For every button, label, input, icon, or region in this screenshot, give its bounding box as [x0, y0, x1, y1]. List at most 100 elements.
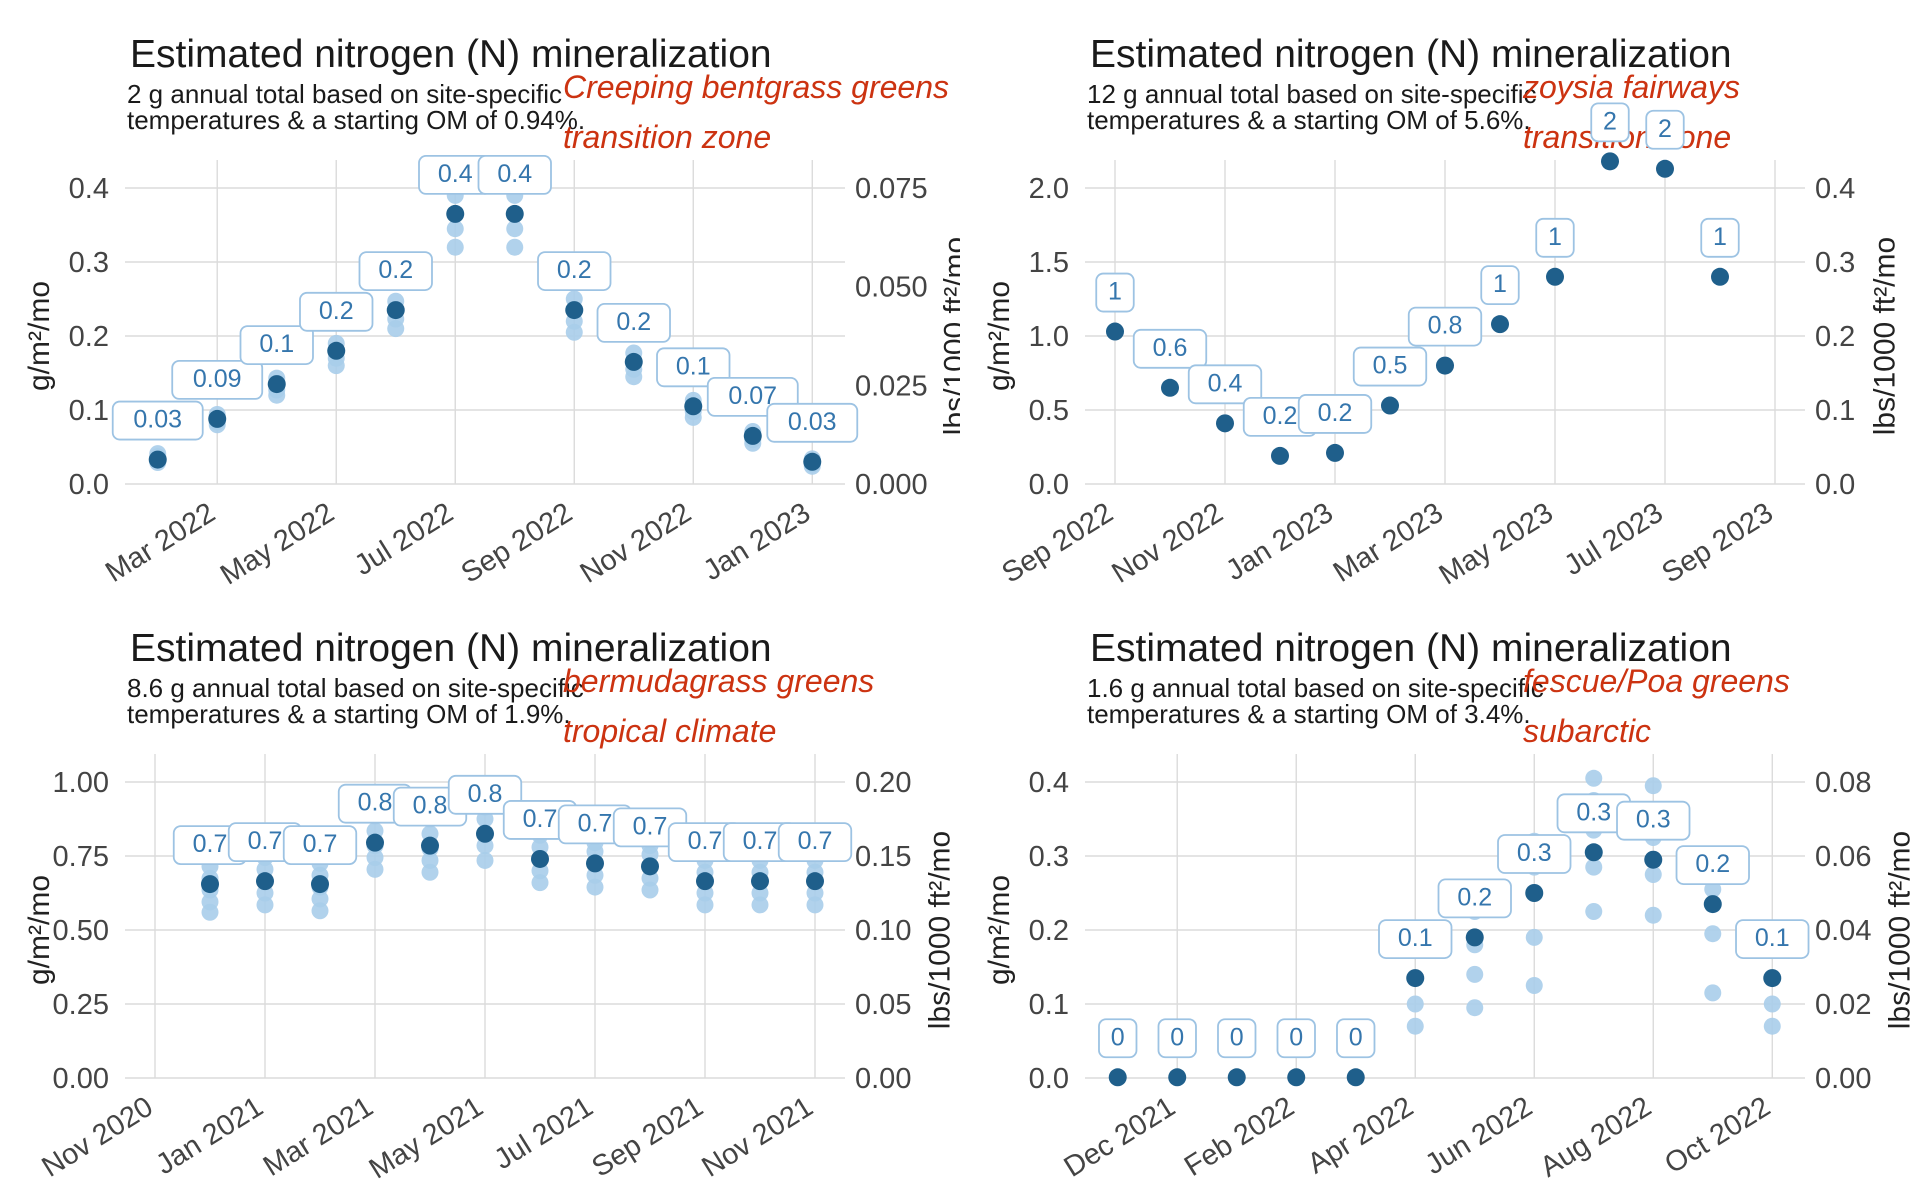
svg-text:0.3: 0.3 [1517, 839, 1552, 867]
svg-text:0.1: 0.1 [1398, 924, 1433, 952]
svg-text:g/m²/mo: g/m²/mo [983, 874, 1016, 984]
svg-text:0.02: 0.02 [1815, 989, 1871, 1021]
svg-text:0.00: 0.00 [1815, 1063, 1871, 1095]
svg-text:0.1: 0.1 [1815, 395, 1855, 427]
svg-text:Creeping bentgrass greens: Creeping bentgrass greens [563, 69, 949, 105]
svg-text:0.10: 0.10 [855, 915, 911, 947]
svg-text:g/m²/mo: g/m²/mo [23, 281, 56, 391]
svg-text:0.50: 0.50 [53, 915, 109, 947]
svg-text:0.00: 0.00 [855, 1063, 911, 1095]
svg-text:1.0: 1.0 [1029, 321, 1069, 353]
svg-text:subarctic: subarctic [1523, 713, 1651, 749]
svg-text:0: 0 [1230, 1023, 1244, 1051]
svg-text:0.8: 0.8 [413, 791, 448, 819]
svg-text:tropical climate: tropical climate [563, 713, 776, 749]
svg-text:2.0: 2.0 [1029, 173, 1069, 205]
svg-text:temperatures & a starting OM o: temperatures & a starting OM of 3.4%. [1087, 699, 1531, 729]
svg-text:0.03: 0.03 [133, 406, 182, 434]
svg-text:0.7: 0.7 [688, 827, 723, 855]
svg-text:0.2: 0.2 [1318, 399, 1353, 427]
svg-text:0.2: 0.2 [1029, 915, 1069, 947]
svg-text:0.2: 0.2 [69, 321, 109, 353]
svg-text:0.5: 0.5 [1373, 352, 1408, 380]
svg-text:0.75: 0.75 [53, 841, 109, 873]
svg-text:1: 1 [1548, 223, 1562, 251]
svg-text:0.3: 0.3 [69, 247, 109, 279]
svg-text:0.4: 0.4 [497, 160, 532, 188]
svg-text:0.2: 0.2 [319, 297, 354, 325]
svg-text:0.0: 0.0 [1029, 1063, 1069, 1095]
svg-text:0.4: 0.4 [69, 173, 109, 205]
svg-text:0.15: 0.15 [855, 841, 911, 873]
svg-text:0.20: 0.20 [855, 767, 911, 799]
svg-text:0.4: 0.4 [1208, 369, 1243, 397]
svg-text:1: 1 [1493, 270, 1507, 298]
svg-text:0.7: 0.7 [633, 812, 668, 840]
svg-text:0.8: 0.8 [358, 788, 393, 816]
svg-text:g/m²/mo: g/m²/mo [23, 874, 56, 984]
svg-text:0.7: 0.7 [523, 804, 558, 832]
svg-text:0.7: 0.7 [743, 827, 778, 855]
svg-text:0.7: 0.7 [248, 827, 283, 855]
svg-text:0: 0 [1289, 1023, 1303, 1051]
svg-text:fescue/Poa greens: fescue/Poa greens [1523, 663, 1790, 699]
svg-text:temperatures & a starting OM o: temperatures & a starting OM of 5.6%. [1087, 105, 1531, 135]
svg-text:0.08: 0.08 [1815, 767, 1871, 799]
svg-text:0.3: 0.3 [1636, 805, 1671, 833]
svg-text:0.3: 0.3 [1576, 798, 1611, 826]
svg-text:0: 0 [1111, 1023, 1125, 1051]
svg-text:0.5: 0.5 [1029, 395, 1069, 427]
svg-text:lbs/1000 ft²/mo: lbs/1000 ft²/mo [1884, 830, 1917, 1028]
svg-text:0.25: 0.25 [53, 989, 109, 1021]
svg-text:0.8: 0.8 [468, 779, 503, 807]
svg-text:0.2: 0.2 [1695, 850, 1730, 878]
svg-text:transition zone: transition zone [563, 119, 771, 155]
svg-text:0.7: 0.7 [578, 809, 613, 837]
svg-text:0.3: 0.3 [1815, 247, 1855, 279]
svg-text:1.5: 1.5 [1029, 247, 1069, 279]
svg-text:0.2: 0.2 [616, 308, 651, 336]
svg-text:0.025: 0.025 [855, 370, 928, 402]
svg-text:0.000: 0.000 [855, 469, 928, 501]
svg-text:0.04: 0.04 [1815, 915, 1871, 947]
svg-text:bermudagrass greens: bermudagrass greens [563, 663, 874, 699]
svg-text:0.2: 0.2 [1815, 321, 1855, 353]
svg-text:0.2: 0.2 [557, 256, 592, 284]
svg-text:0: 0 [1349, 1023, 1363, 1051]
svg-text:0.0: 0.0 [69, 469, 109, 501]
svg-text:0: 0 [1170, 1023, 1184, 1051]
svg-text:temperatures & a starting OM o: temperatures & a starting OM of 1.9%. [127, 699, 571, 729]
svg-text:0.1: 0.1 [676, 352, 711, 380]
svg-text:0.6: 0.6 [1153, 334, 1188, 362]
svg-text:2: 2 [1658, 115, 1672, 143]
svg-text:2: 2 [1603, 107, 1617, 135]
svg-text:g/m²/mo: g/m²/mo [983, 281, 1016, 391]
svg-text:0.4: 0.4 [1029, 767, 1069, 799]
svg-text:0.2: 0.2 [378, 256, 413, 284]
svg-text:1.00: 1.00 [53, 767, 109, 799]
svg-text:0.7: 0.7 [303, 830, 338, 858]
svg-text:0.1: 0.1 [259, 330, 294, 358]
svg-text:0.06: 0.06 [1815, 841, 1871, 873]
svg-text:0.4: 0.4 [1815, 173, 1855, 205]
svg-text:0.0: 0.0 [1029, 469, 1069, 501]
svg-text:0.00: 0.00 [53, 1063, 109, 1095]
svg-text:0.050: 0.050 [855, 272, 928, 304]
svg-text:0.8: 0.8 [1428, 312, 1463, 340]
svg-text:0.1: 0.1 [69, 395, 109, 427]
svg-text:0.2: 0.2 [1457, 883, 1492, 911]
svg-text:0.2: 0.2 [1263, 402, 1298, 430]
svg-text:0.1: 0.1 [1029, 989, 1069, 1021]
svg-text:1: 1 [1713, 223, 1727, 251]
svg-text:0.4: 0.4 [438, 160, 473, 188]
svg-text:0.7: 0.7 [193, 830, 228, 858]
svg-text:temperatures & a starting OM o: temperatures & a starting OM of 0.94%. [127, 105, 585, 135]
svg-text:0.0: 0.0 [1815, 469, 1855, 501]
svg-text:0.1: 0.1 [1755, 924, 1790, 952]
svg-text:0.05: 0.05 [855, 989, 911, 1021]
svg-text:zoysia fairways: zoysia fairways [1522, 69, 1740, 105]
svg-text:0.03: 0.03 [788, 408, 837, 436]
svg-text:0.7: 0.7 [798, 827, 833, 855]
svg-text:0.3: 0.3 [1029, 841, 1069, 873]
svg-text:lbs/1000 ft²/mo: lbs/1000 ft²/mo [924, 830, 957, 1028]
